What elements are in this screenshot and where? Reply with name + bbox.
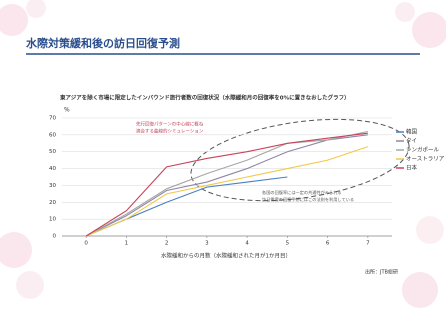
- x-tick-label: 3: [205, 241, 209, 247]
- y-tick-label: 60: [49, 132, 56, 138]
- x-tick-label: 4: [245, 241, 249, 247]
- annotation: 先行回復パターンの中心線に概ね: [136, 121, 204, 128]
- legend-label: シンガポール: [406, 146, 440, 154]
- annotation: 各国の回復率には一定の共通性がみられる: [262, 189, 342, 196]
- x-tick-label: 7: [366, 241, 370, 247]
- slide: 水際対策緩和後の訪日回復予測 東アジアを除く市場に限定したインバウンド旅行者数の…: [0, 0, 446, 314]
- y-tick-label: 30: [49, 183, 56, 189]
- x-axis-label: 水際緩和からの月数（水際緩和された月が1か月目）: [161, 252, 291, 260]
- page-title: 水際対策緩和後の訪日回復予測: [26, 36, 180, 50]
- x-tick-label: 0: [84, 241, 88, 247]
- y-axis-label: %: [64, 107, 70, 114]
- source: 出所：JTB総研: [365, 269, 398, 276]
- x-tick-label: 6: [326, 241, 330, 247]
- legend-label: オーストラリア: [406, 156, 445, 163]
- annotation: 適合する曲線的シミュレーション: [136, 128, 204, 135]
- legend-label: 日本: [406, 164, 418, 172]
- y-tick-label: 20: [49, 200, 56, 206]
- x-tick-label: 1: [125, 241, 129, 247]
- y-tick-label: 10: [49, 217, 56, 223]
- y-tick-label: 50: [49, 149, 56, 155]
- x-tick-label: 2: [165, 241, 169, 247]
- y-tick-label: 0: [53, 234, 57, 240]
- chart-title: 東アジアを除く市場に限定したインバウンド旅行者数の回復状況（水際緩和月の回復率を…: [60, 94, 350, 102]
- legend-label: 韓国: [406, 128, 418, 136]
- y-tick-label: 70: [49, 116, 56, 122]
- annotation: 訪日需要の回復予想にはこの法則を利用している: [262, 196, 354, 203]
- legend-label: タイ: [406, 137, 417, 145]
- y-tick-label: 40: [49, 166, 56, 172]
- x-tick-label: 5: [286, 241, 290, 247]
